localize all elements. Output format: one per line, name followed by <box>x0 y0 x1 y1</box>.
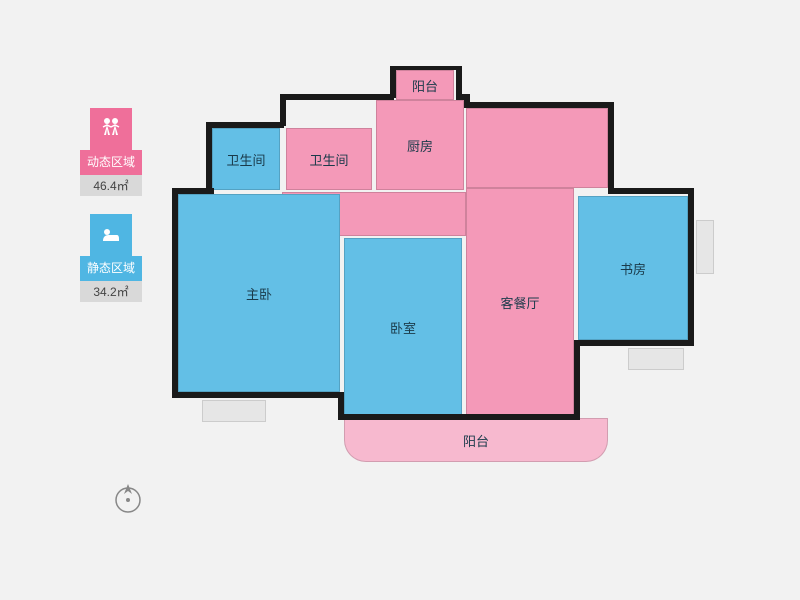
room-living: 客餐厅 <box>466 188 574 416</box>
room-bedroom: 卧室 <box>344 238 462 416</box>
people-icon <box>90 108 132 150</box>
room-label-bath-right: 卫生间 <box>309 150 348 169</box>
exterior-stub-1 <box>628 348 684 370</box>
wall-11 <box>464 102 612 108</box>
compass-icon <box>110 480 146 516</box>
room-balcony-top: 阳台 <box>396 70 454 100</box>
wall-5 <box>280 94 394 100</box>
wall-12 <box>608 102 614 188</box>
wall-13 <box>608 188 692 194</box>
wall-19 <box>172 392 342 398</box>
room-hall-top <box>466 108 608 188</box>
wall-0 <box>172 188 178 398</box>
wall-14 <box>688 188 694 346</box>
legend-static: 静态区域 34.2㎡ <box>80 214 142 302</box>
legend-dynamic: 动态区域 46.4㎡ <box>80 108 142 196</box>
room-label-kitchen: 厨房 <box>407 136 433 155</box>
room-label-bath-left: 卫生间 <box>226 150 265 169</box>
legend-dynamic-label: 动态区域 <box>80 150 142 175</box>
room-label-balcony-bottom: 阳台 <box>463 431 489 450</box>
exterior-stub-2 <box>696 220 714 274</box>
room-label-bedroom: 卧室 <box>390 318 416 337</box>
room-master-bed: 主卧 <box>178 194 340 392</box>
wall-15 <box>574 340 694 346</box>
room-study: 书房 <box>578 196 688 340</box>
wall-17 <box>338 414 580 420</box>
floorplan: 阳台卫生间卫生间厨房客餐厅主卧卧室书房阳台 <box>178 70 748 510</box>
room-balcony-bottom: 阳台 <box>344 418 608 462</box>
room-kitchen: 厨房 <box>376 100 464 190</box>
room-label-balcony-top: 阳台 <box>412 76 438 95</box>
wall-3 <box>206 122 284 128</box>
legend-static-value: 34.2㎡ <box>80 281 142 302</box>
exterior-stub-0 <box>202 400 266 422</box>
wall-6 <box>390 66 396 98</box>
wall-16 <box>574 340 580 420</box>
room-bath-left: 卫生间 <box>212 128 280 190</box>
room-bath-right: 卫生间 <box>286 128 372 190</box>
room-label-living: 客餐厅 <box>500 293 539 312</box>
room-label-master-bed: 主卧 <box>246 284 272 303</box>
legend: 动态区域 46.4㎡ 静态区域 34.2㎡ <box>80 108 142 320</box>
wall-2 <box>206 122 212 192</box>
wall-7 <box>390 66 460 70</box>
room-label-study: 书房 <box>620 259 646 278</box>
rest-icon <box>90 214 132 256</box>
legend-static-label: 静态区域 <box>80 256 142 281</box>
legend-dynamic-value: 46.4㎡ <box>80 175 142 196</box>
